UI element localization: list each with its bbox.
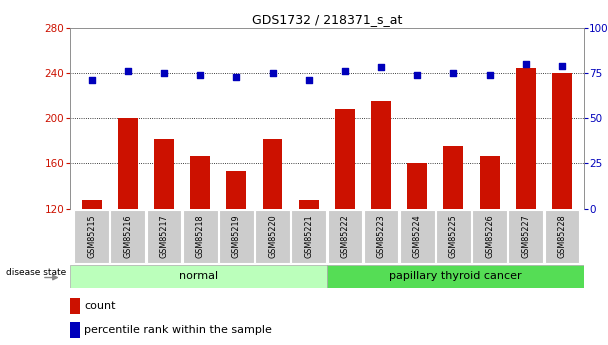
Bar — [190, 156, 210, 209]
Text: GSM85225: GSM85225 — [449, 215, 458, 258]
Text: GSM85224: GSM85224 — [413, 215, 422, 258]
FancyBboxPatch shape — [545, 210, 579, 263]
Point — [521, 61, 531, 67]
Text: GSM85221: GSM85221 — [304, 215, 313, 258]
Bar — [263, 139, 283, 209]
Bar — [407, 164, 427, 209]
Bar — [154, 139, 174, 209]
Text: GSM85222: GSM85222 — [340, 215, 350, 258]
Point — [304, 77, 314, 83]
Text: disease state: disease state — [5, 268, 66, 277]
Point — [449, 70, 458, 76]
Text: GSM85226: GSM85226 — [485, 215, 494, 258]
Bar — [443, 147, 463, 209]
Bar — [226, 171, 246, 209]
FancyBboxPatch shape — [472, 210, 507, 263]
Bar — [70, 298, 80, 314]
FancyBboxPatch shape — [508, 210, 543, 263]
Title: GDS1732 / 218371_s_at: GDS1732 / 218371_s_at — [252, 13, 402, 27]
FancyBboxPatch shape — [364, 210, 398, 263]
Point — [159, 70, 169, 76]
FancyBboxPatch shape — [219, 210, 254, 263]
FancyBboxPatch shape — [255, 210, 290, 263]
Point — [376, 65, 386, 70]
Bar — [70, 322, 80, 338]
Bar — [81, 200, 102, 209]
Point — [195, 72, 205, 78]
FancyBboxPatch shape — [400, 210, 435, 263]
FancyBboxPatch shape — [74, 210, 109, 263]
FancyBboxPatch shape — [291, 210, 326, 263]
Text: GSM85227: GSM85227 — [521, 215, 530, 258]
FancyBboxPatch shape — [111, 210, 145, 263]
Bar — [335, 109, 355, 209]
Point — [412, 72, 422, 78]
Text: count: count — [84, 301, 116, 311]
Point — [485, 72, 494, 78]
Bar — [118, 118, 138, 209]
Bar — [299, 200, 319, 209]
Text: percentile rank within the sample: percentile rank within the sample — [84, 325, 272, 335]
Text: GSM85218: GSM85218 — [196, 215, 205, 258]
FancyBboxPatch shape — [328, 210, 362, 263]
FancyBboxPatch shape — [147, 210, 181, 263]
Point — [340, 68, 350, 74]
Bar — [552, 73, 572, 209]
Point — [232, 74, 241, 79]
Bar — [371, 101, 391, 209]
Bar — [516, 68, 536, 209]
Text: GSM85217: GSM85217 — [159, 215, 168, 258]
Text: GSM85219: GSM85219 — [232, 215, 241, 258]
Bar — [70, 265, 327, 288]
FancyBboxPatch shape — [436, 210, 471, 263]
Bar — [480, 156, 500, 209]
Bar — [327, 265, 584, 288]
Text: GSM85216: GSM85216 — [123, 215, 133, 258]
Point — [268, 70, 277, 76]
Text: normal: normal — [179, 272, 218, 281]
Text: GSM85220: GSM85220 — [268, 215, 277, 258]
Point — [557, 63, 567, 68]
Text: papillary thyroid cancer: papillary thyroid cancer — [389, 272, 522, 281]
FancyBboxPatch shape — [183, 210, 218, 263]
Point — [87, 77, 97, 83]
Text: GSM85223: GSM85223 — [376, 215, 385, 258]
Text: GSM85215: GSM85215 — [87, 215, 96, 258]
Point — [123, 68, 133, 74]
Text: GSM85228: GSM85228 — [558, 215, 567, 258]
